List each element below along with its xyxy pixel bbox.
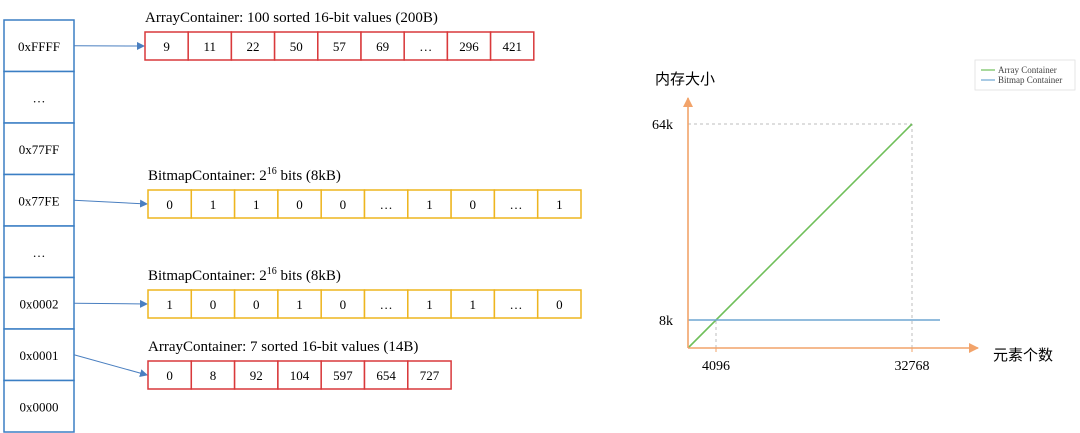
container-cell — [320, 189, 366, 219]
container-cell-value: 104 — [290, 368, 310, 383]
index-key-label: … — [33, 90, 46, 105]
pointer-arrow — [73, 354, 148, 377]
container-caption: BitmapContainer: 216 bits (8kB) — [148, 266, 341, 284]
container-cell-value: 1 — [556, 197, 563, 212]
legend-box — [974, 59, 1076, 91]
container-cell — [277, 189, 322, 219]
container-cell — [190, 289, 236, 319]
pointer-arrows — [73, 41, 148, 377]
index-key-label: 0xFFFF — [18, 39, 60, 54]
container-cell — [190, 189, 236, 219]
index-key-box — [3, 276, 75, 330]
container-cell — [317, 31, 362, 61]
container-cell — [536, 189, 582, 219]
y-axis-label: 内存大小 — [655, 70, 715, 88]
container-cell — [450, 189, 496, 219]
container-cell — [446, 31, 492, 61]
pointer-arrow — [73, 299, 148, 308]
container-cell — [489, 31, 535, 61]
container-cell-value: 1 — [426, 297, 433, 312]
container-caption: ArrayContainer: 7 sorted 16-bit values (… — [148, 339, 418, 355]
container-cell — [273, 31, 319, 61]
container-cell-value: 0 — [210, 297, 217, 312]
container-cell-value: 69 — [376, 39, 389, 54]
container-cell-value: 50 — [290, 39, 303, 54]
legend-entry: Array Container — [998, 65, 1057, 75]
container-cell — [233, 189, 279, 219]
container-caption: BitmapContainer: 216 bits (8kB) — [148, 166, 341, 184]
container-cell — [407, 289, 452, 319]
pointer-arrow — [73, 199, 148, 208]
container-cell-value: 0 — [296, 197, 303, 212]
x-tick-label: 32768 — [895, 359, 930, 374]
container-cell — [277, 360, 322, 390]
index-key-box — [3, 70, 75, 124]
index-key-label: 0x0000 — [20, 399, 59, 414]
container-cell — [147, 289, 193, 319]
containers: ArrayContainer: 100 sorted 16-bit values… — [144, 10, 582, 390]
container-cell-value: 8 — [210, 368, 217, 383]
container-cell — [144, 31, 189, 61]
container-cell-value: 1 — [296, 297, 303, 312]
container-cell-value: 0 — [470, 197, 477, 212]
container-cell — [363, 189, 409, 219]
index-key-box — [3, 379, 75, 433]
container-cell-value: … — [510, 297, 523, 312]
container-cell — [407, 360, 452, 390]
array-container-line — [687, 123, 913, 349]
index-key-label: 0x77FF — [19, 142, 59, 157]
container-cell — [536, 289, 582, 319]
container-cell-value: 1 — [426, 197, 433, 212]
container-cell — [147, 360, 193, 390]
container-cell-value: 0 — [556, 297, 563, 312]
container-cell-value: 1 — [210, 197, 217, 212]
index-key-box — [3, 19, 75, 73]
container-cell-value: … — [419, 39, 432, 54]
container-cell-value: 1 — [166, 297, 173, 312]
index-key-label: 0x77FE — [18, 193, 59, 208]
container-cell-value: … — [380, 197, 393, 212]
container-cell — [187, 31, 233, 61]
container-cell — [450, 289, 496, 319]
y-tick-label: 64k — [652, 118, 673, 133]
container-cell-value: 1 — [470, 297, 477, 312]
x-tick-label: 4096 — [702, 359, 730, 374]
x-axis-label: 元素个数 — [993, 346, 1053, 364]
container-cell — [360, 31, 405, 61]
container-cell-value: 0 — [166, 197, 173, 212]
container-cell-value: 296 — [459, 39, 479, 54]
index-column: 0xFFFF … 0x77FF 0x77FE … 0x0002 0x0001 0x0000 — [3, 19, 75, 433]
container-cell-value: 57 — [333, 39, 347, 54]
container-caption: ArrayContainer: 100 sorted 16-bit values… — [145, 10, 438, 26]
container-cell-value: 597 — [333, 368, 353, 383]
container-cell-value: 9 — [163, 39, 170, 54]
y-tick-label: 8k — [659, 314, 673, 329]
container-cell — [320, 360, 366, 390]
container-cell — [493, 289, 539, 319]
container-cell-value: 421 — [502, 39, 522, 54]
container-cell-value: 0 — [340, 297, 347, 312]
container-cell-value: 11 — [204, 39, 217, 54]
container-cell-value: 92 — [250, 368, 263, 383]
index-key-label: 0x0002 — [20, 296, 59, 311]
legend-entry: Bitmap Container — [998, 75, 1062, 85]
container-cell-value: 0 — [253, 297, 260, 312]
container-cell-value: 654 — [376, 368, 396, 383]
index-key-label: … — [33, 245, 46, 260]
index-key-label: 0x0001 — [20, 348, 59, 363]
container-cell-value: … — [510, 197, 523, 212]
container-cell-value: 0 — [166, 368, 173, 383]
container-cell-value: … — [380, 297, 393, 312]
container-cell-value: 1 — [253, 197, 260, 212]
container-cell — [277, 289, 322, 319]
container-cell-value: 727 — [420, 368, 440, 383]
container-cell-value: 22 — [247, 39, 260, 54]
container-cell-value: 0 — [340, 197, 347, 212]
container-cell — [233, 360, 279, 390]
